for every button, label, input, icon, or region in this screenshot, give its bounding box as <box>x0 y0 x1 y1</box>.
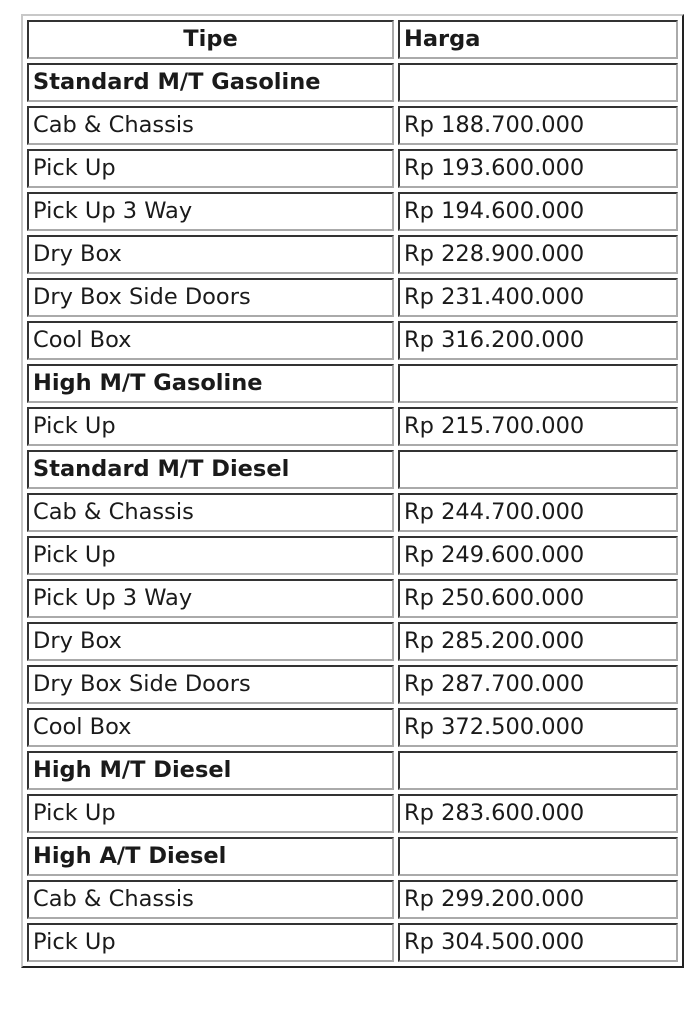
table-row: Pick Up Rp 215.700.000 <box>27 407 678 446</box>
cell-tipe: Pick Up 3 Way <box>27 579 394 618</box>
cell-harga <box>398 751 678 790</box>
cell-tipe: Cab & Chassis <box>27 880 394 919</box>
table-header-row: Tipe Harga <box>27 20 678 59</box>
cell-harga: Rp 283.600.000 <box>398 794 678 833</box>
cell-harga <box>398 837 678 876</box>
table-row: Dry Box Side Doors Rp 287.700.000 <box>27 665 678 704</box>
cell-tipe: Dry Box <box>27 622 394 661</box>
cell-tipe: Cool Box <box>27 708 394 747</box>
table-row: Pick Up 3 Way Rp 250.600.000 <box>27 579 678 618</box>
column-header-harga: Harga <box>398 20 678 59</box>
cell-harga: Rp 250.600.000 <box>398 579 678 618</box>
cell-harga: Rp 188.700.000 <box>398 106 678 145</box>
cell-tipe: Pick Up <box>27 923 394 962</box>
table-row: Pick Up Rp 249.600.000 <box>27 536 678 575</box>
table-row: Cab & Chassis Rp 299.200.000 <box>27 880 678 919</box>
group-header-row: High M/T Diesel <box>27 751 678 790</box>
table-row: Cab & Chassis Rp 188.700.000 <box>27 106 678 145</box>
table-row: Pick Up Rp 283.600.000 <box>27 794 678 833</box>
cell-harga: Rp 304.500.000 <box>398 923 678 962</box>
cell-harga: Rp 194.600.000 <box>398 192 678 231</box>
cell-harga: Rp 316.200.000 <box>398 321 678 360</box>
table-row: Pick Up 3 Way Rp 194.600.000 <box>27 192 678 231</box>
cell-harga: Rp 249.600.000 <box>398 536 678 575</box>
cell-tipe: Pick Up <box>27 794 394 833</box>
cell-harga <box>398 364 678 403</box>
cell-tipe: High M/T Diesel <box>27 751 394 790</box>
cell-tipe: High M/T Gasoline <box>27 364 394 403</box>
table-row: Cool Box Rp 372.500.000 <box>27 708 678 747</box>
table-row: Dry Box Rp 228.900.000 <box>27 235 678 274</box>
cell-tipe: Pick Up <box>27 407 394 446</box>
cell-harga: Rp 193.600.000 <box>398 149 678 188</box>
cell-harga: Rp 231.400.000 <box>398 278 678 317</box>
table-row: Pick Up Rp 304.500.000 <box>27 923 678 962</box>
column-header-tipe: Tipe <box>27 20 394 59</box>
table-row: Cab & Chassis Rp 244.700.000 <box>27 493 678 532</box>
cell-harga <box>398 450 678 489</box>
cell-tipe: High A/T Diesel <box>27 837 394 876</box>
cell-tipe: Dry Box Side Doors <box>27 278 394 317</box>
price-table: Tipe Harga Standard M/T Gasoline Cab & Ch… <box>21 14 684 968</box>
cell-harga: Rp 299.200.000 <box>398 880 678 919</box>
cell-tipe: Cool Box <box>27 321 394 360</box>
cell-tipe: Dry Box <box>27 235 394 274</box>
table-row: Dry Box Side Doors Rp 231.400.000 <box>27 278 678 317</box>
cell-harga: Rp 285.200.000 <box>398 622 678 661</box>
group-header-row: High A/T Diesel <box>27 837 678 876</box>
table-body: Standard M/T Gasoline Cab & Chassis Rp 188… <box>27 63 678 962</box>
cell-tipe: Pick Up <box>27 149 394 188</box>
cell-harga: Rp 244.700.000 <box>398 493 678 532</box>
cell-harga: Rp 372.500.000 <box>398 708 678 747</box>
group-header-row: High M/T Gasoline <box>27 364 678 403</box>
cell-harga <box>398 63 678 102</box>
cell-harga: Rp 228.900.000 <box>398 235 678 274</box>
cell-tipe: Pick Up <box>27 536 394 575</box>
group-header-row: Standard M/T Diesel <box>27 450 678 489</box>
cell-tipe: Cab & Chassis <box>27 493 394 532</box>
group-header-row: Standard M/T Gasoline <box>27 63 678 102</box>
table-row: Dry Box Rp 285.200.000 <box>27 622 678 661</box>
cell-harga: Rp 215.700.000 <box>398 407 678 446</box>
table-row: Cool Box Rp 316.200.000 <box>27 321 678 360</box>
table-row: Pick Up Rp 193.600.000 <box>27 149 678 188</box>
cell-tipe: Cab & Chassis <box>27 106 394 145</box>
cell-harga: Rp 287.700.000 <box>398 665 678 704</box>
cell-tipe: Pick Up 3 Way <box>27 192 394 231</box>
cell-tipe: Standard M/T Gasoline <box>27 63 394 102</box>
cell-tipe: Standard M/T Diesel <box>27 450 394 489</box>
cell-tipe: Dry Box Side Doors <box>27 665 394 704</box>
